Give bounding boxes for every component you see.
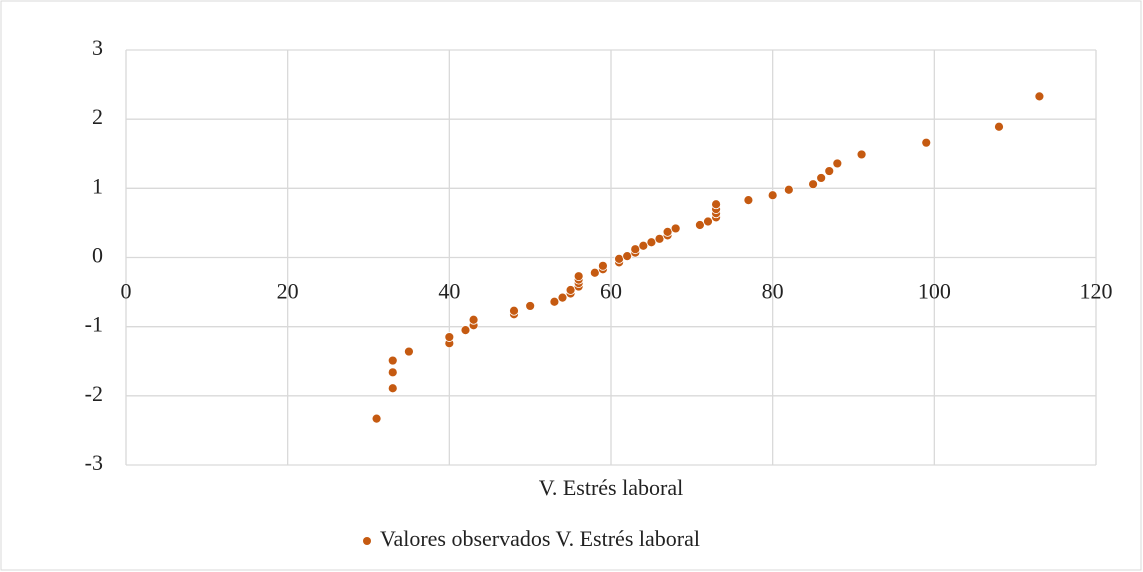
- point: [387, 383, 398, 394]
- point: [549, 296, 560, 307]
- point: [404, 346, 414, 357]
- point: [646, 237, 657, 248]
- point: [557, 292, 568, 303]
- point: [614, 253, 624, 264]
- x-tick-label: 20: [277, 279, 299, 304]
- x-tick-label: 40: [438, 279, 460, 304]
- point: [711, 199, 721, 210]
- point: [638, 240, 649, 251]
- y-tick-label: 3: [92, 35, 103, 60]
- point: [387, 355, 398, 366]
- y-tick-label: -2: [85, 381, 103, 406]
- point: [695, 220, 705, 230]
- x-tick-label: 60: [600, 279, 622, 304]
- point: [767, 190, 778, 201]
- x-tick-label: 80: [762, 279, 784, 304]
- point: [743, 195, 754, 205]
- y-tick-label: -3: [85, 450, 103, 475]
- y-tick-label: 0: [92, 243, 103, 268]
- x-axis-title: V. Estrés laboral: [539, 475, 683, 500]
- point: [654, 233, 665, 244]
- point: [622, 251, 633, 262]
- point: [921, 137, 932, 148]
- y-tick-label: 1: [92, 173, 103, 198]
- y-tick-label: -1: [85, 312, 103, 337]
- x-tick-label: 0: [121, 279, 132, 304]
- point: [598, 260, 608, 271]
- x-tick-label: 120: [1080, 279, 1113, 304]
- point: [630, 244, 641, 255]
- point: [994, 121, 1004, 132]
- point: [444, 332, 455, 342]
- legend-label: Valores observados V. Estrés laboral: [380, 526, 700, 551]
- point: [387, 367, 398, 378]
- point: [371, 413, 382, 424]
- point: [468, 314, 479, 325]
- point: [573, 271, 584, 282]
- point: [670, 223, 681, 234]
- point: [783, 184, 794, 195]
- point: [856, 149, 867, 160]
- point: [703, 216, 713, 227]
- point: [808, 179, 818, 190]
- point: [565, 285, 576, 295]
- point: [509, 305, 519, 316]
- legend-marker: [363, 537, 371, 545]
- point: [824, 166, 835, 176]
- point: [662, 227, 673, 237]
- point: [832, 158, 843, 169]
- x-tick-label: 100: [918, 279, 951, 304]
- y-tick-label: 2: [92, 104, 103, 129]
- point: [525, 301, 536, 311]
- point: [460, 325, 471, 336]
- point: [589, 267, 600, 278]
- point: [1034, 91, 1045, 102]
- point: [816, 173, 827, 183]
